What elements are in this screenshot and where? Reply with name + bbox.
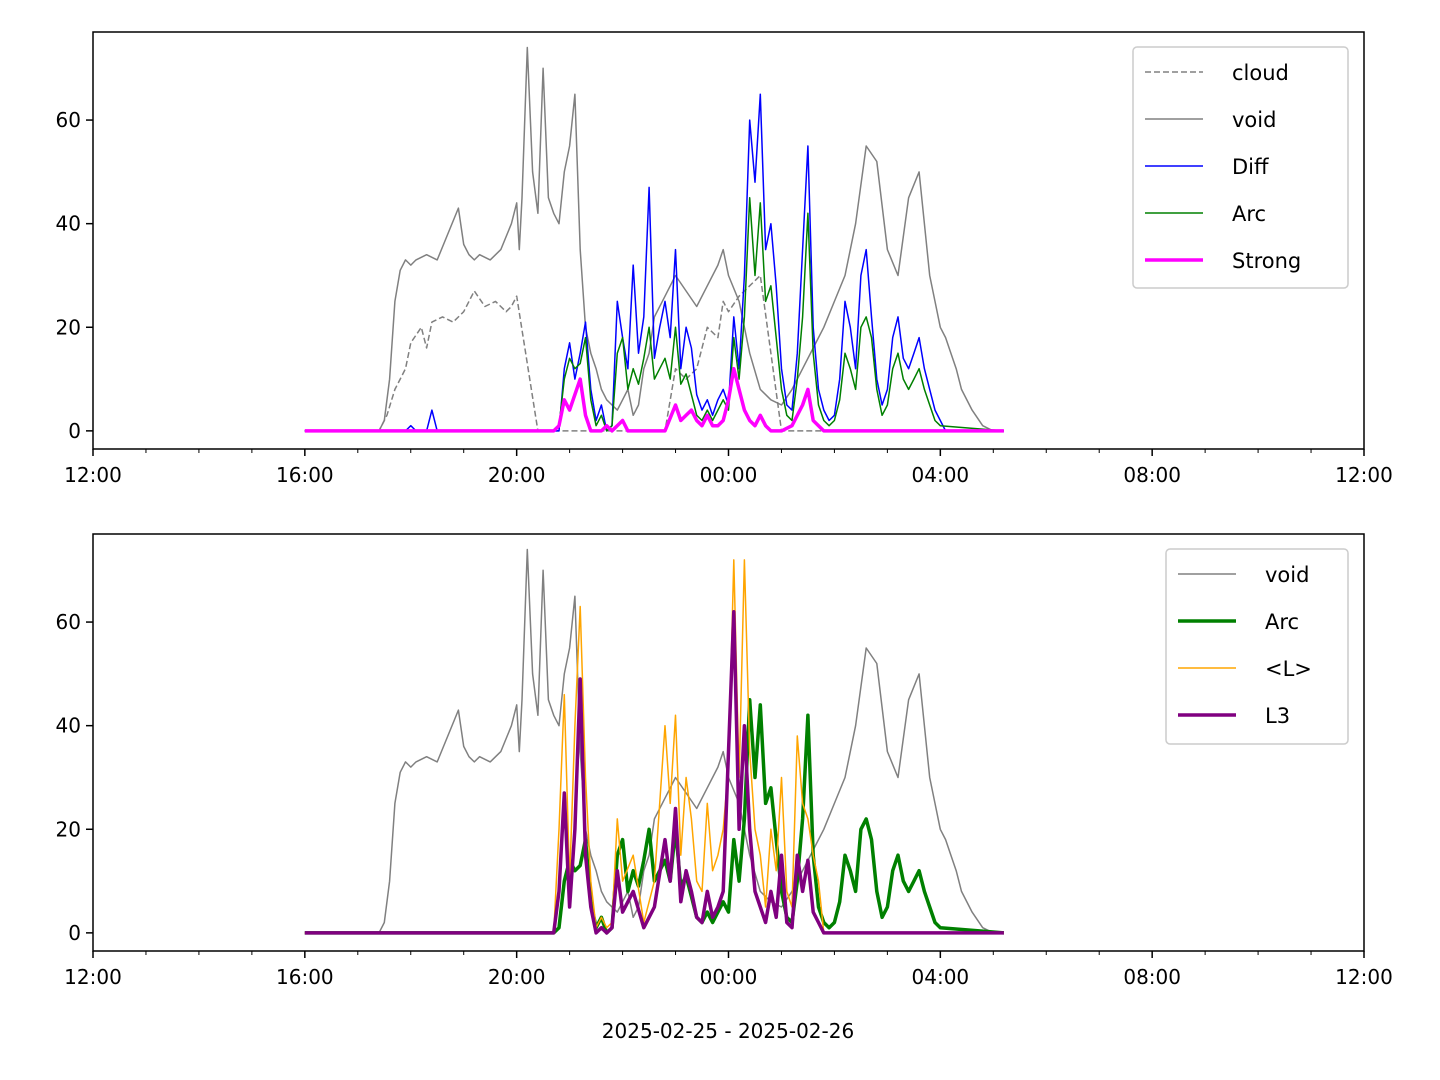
series-group [304,46,1004,433]
x-tick-label: 04:00 [912,463,970,487]
legend-label: <L> [1265,657,1312,681]
y-tick-label: 20 [56,315,81,339]
x-tick-label: 12:00 [1335,463,1393,487]
x-tick-label: 20:00 [488,463,546,487]
legend: cloud void Diff Arc Strong [1132,46,1349,289]
legend-box [1132,46,1349,289]
series-group [304,548,1005,935]
series-line-L3 [304,609,1004,935]
y-tick-label: 60 [56,610,81,634]
legend-label: L3 [1265,704,1290,728]
x-tick-label: 12:00 [64,463,122,487]
x-tick-label: 00:00 [700,965,758,989]
legend-label: Diff [1232,155,1269,179]
y-tick-label: 20 [56,817,81,841]
x-axis-label: 2025-02-25 - 2025-02-26 [602,1019,854,1043]
legend-box [1165,548,1349,745]
x-tick-label: 12:00 [64,965,122,989]
legend-label: Strong [1232,249,1301,273]
y-tick-label: 40 [56,714,81,738]
series-line-Diff [304,93,1004,432]
x-tick-label: 00:00 [700,463,758,487]
x-tick-label: 08:00 [1123,463,1181,487]
x-tick-label: 16:00 [276,965,334,989]
legend: void Arc <L> L3 [1165,548,1349,745]
x-tick-label: 08:00 [1123,965,1181,989]
legend-label: Arc [1232,202,1266,226]
series-line-Strong [304,366,1004,433]
series-line-Arc [304,197,1004,432]
y-tick-label: 60 [56,108,81,132]
x-tick-label: 04:00 [912,965,970,989]
series-line-L [304,559,1004,934]
x-tick-label: 12:00 [1335,965,1393,989]
y-tick-label: 0 [68,921,81,945]
legend-label: void [1232,108,1276,132]
legend-label: cloud [1232,61,1289,85]
y-tick-label: 0 [68,419,81,443]
x-tick-label: 20:00 [488,965,546,989]
top-chart: 0 20 40 60 12:00 16:00 20:00 00:00 04:00 08:00 12:… [56,31,1393,487]
bottom-chart: 0 20 40 60 12:00 16:00 20:00 00:00 04:00 08:00 12:… [56,533,1393,989]
legend-label: void [1265,563,1309,587]
y-tick-label: 40 [56,212,81,236]
legend-label: Arc [1265,610,1299,634]
x-tick-label: 16:00 [276,463,334,487]
